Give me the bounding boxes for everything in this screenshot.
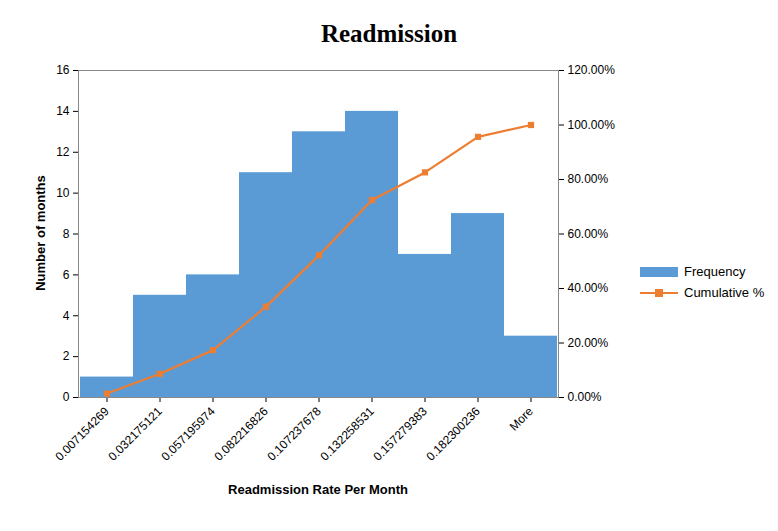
html-text:Cumulative %: Cumulative % <box>684 285 765 300</box>
svg-text:40.00%: 40.00% <box>568 281 609 295</box>
html-text:Readmission Rate Per Month: Readmission Rate Per Month <box>228 482 408 497</box>
svg-text:14: 14 <box>56 104 70 118</box>
svg-text:8: 8 <box>63 227 70 241</box>
svg-text:4: 4 <box>63 309 70 323</box>
svg-text:20.00%: 20.00% <box>568 336 609 350</box>
svg-text:0.00%: 0.00% <box>568 390 602 404</box>
html-text:Readmission: Readmission <box>320 20 458 47</box>
svg-text:0.157279383: 0.157279383 <box>370 404 430 464</box>
svg-text:0: 0 <box>63 390 70 404</box>
svg-text:10: 10 <box>56 186 70 200</box>
svg-text:0.082216826: 0.082216826 <box>211 404 271 464</box>
svg-text:More: More <box>507 404 536 433</box>
svg-text:2: 2 <box>63 349 70 363</box>
svg-text:0.007154269: 0.007154269 <box>52 404 112 464</box>
svg-text:16: 16 <box>56 63 70 77</box>
svg-text:120.00%: 120.00% <box>568 63 616 77</box>
svg-text:60.00%: 60.00% <box>568 227 609 241</box>
svg-text:6: 6 <box>63 268 70 282</box>
html-text:Frequency: Frequency <box>684 264 746 279</box>
svg-text:12: 12 <box>56 145 70 159</box>
svg-text:80.00%: 80.00% <box>568 172 609 186</box>
html-text:Number of months: Number of months <box>32 175 48 291</box>
svg-text:0.182300236: 0.182300236 <box>423 404 483 464</box>
svg-text:100.00%: 100.00% <box>568 118 616 132</box>
svg-text:0.132258531: 0.132258531 <box>317 404 377 464</box>
svg-text:0.057195974: 0.057195974 <box>158 404 218 464</box>
svg-text:0.032175121: 0.032175121 <box>105 404 165 464</box>
svg-text:0.107237678: 0.107237678 <box>264 404 324 464</box>
